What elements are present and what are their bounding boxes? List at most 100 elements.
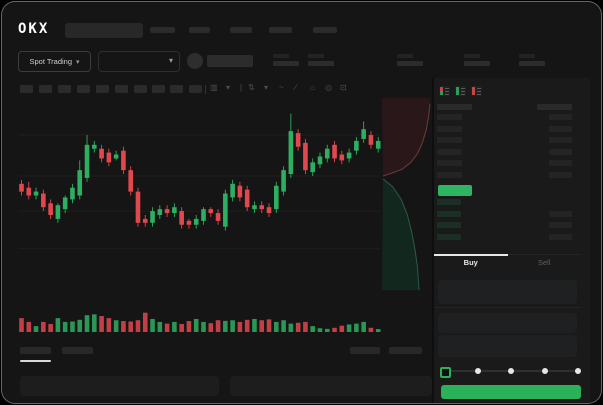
bid-row-price[interactable] [437, 222, 461, 229]
timeframe-button[interactable] [115, 85, 128, 93]
candle [70, 187, 75, 200]
book-combined-icon[interactable] [439, 86, 450, 96]
timeframe-button[interactable] [58, 85, 71, 93]
stat-value-placeholder [308, 61, 334, 66]
candle [368, 135, 374, 145]
candle [375, 140, 381, 149]
bid-row-price[interactable] [437, 210, 461, 217]
ask-row-price[interactable] [437, 114, 462, 120]
ask-row-amount [549, 137, 572, 144]
timeframe-button[interactable] [134, 85, 147, 93]
market-type-dropdown[interactable]: Spot Trading ▾ [18, 51, 91, 72]
volume-bar [19, 318, 24, 332]
volume-bar [346, 324, 352, 332]
volume-bar [259, 320, 265, 332]
draw-icon[interactable]: ∕ [295, 83, 297, 92]
nav-item-placeholder[interactable] [269, 27, 292, 33]
book-bids-only-icon[interactable] [455, 86, 466, 96]
search-input[interactable] [65, 23, 143, 38]
candle [179, 211, 184, 225]
volume-bar [55, 318, 61, 332]
slider-stop[interactable] [508, 368, 514, 374]
buy-submit-button[interactable] [441, 385, 581, 399]
camera-icon[interactable]: ⌂ [310, 83, 315, 92]
chart-tab-placeholder[interactable] [350, 347, 380, 354]
chevron-down-icon: ▾ [76, 58, 80, 66]
chevron-down-icon[interactable]: ▾ [226, 83, 231, 92]
orderbook-header-price [437, 104, 472, 110]
timeframe-button[interactable] [152, 85, 165, 93]
volume-bar [128, 321, 133, 332]
nav-item-placeholder[interactable] [150, 27, 175, 33]
volume-bar [77, 319, 83, 332]
chart-tab-placeholder[interactable] [20, 347, 51, 354]
settings-icon[interactable]: ◎ [325, 83, 332, 92]
bid-row-amount [549, 210, 572, 217]
candle [295, 133, 301, 147]
timeframe-button[interactable] [77, 85, 90, 93]
slider-stop[interactable] [575, 368, 581, 374]
ask-row-price[interactable] [437, 125, 462, 132]
price-input[interactable] [438, 280, 577, 304]
slider-stop[interactable] [474, 368, 481, 374]
candle [361, 129, 366, 139]
candle [266, 207, 272, 214]
volume-bar [303, 321, 308, 332]
book-asks-only-icon[interactable] [471, 86, 482, 96]
volume-bar [201, 321, 206, 332]
chevron-down-icon: ▾ [168, 56, 173, 65]
nav-item-placeholder[interactable] [230, 27, 252, 33]
volume-bar [237, 321, 243, 332]
stat-value-placeholder [273, 61, 299, 66]
market-type-label: Spot Trading [29, 57, 72, 66]
nav-item-placeholder[interactable] [313, 27, 337, 33]
stat-value-placeholder [397, 61, 423, 66]
timeframe-button[interactable] [39, 85, 52, 93]
candle [19, 183, 24, 192]
fullscreen-icon[interactable]: ⊡ [340, 83, 347, 92]
volume-bar [274, 321, 279, 332]
last-price-badge[interactable] [438, 185, 472, 196]
chart-tab-placeholder[interactable] [62, 347, 93, 354]
bid-row-price[interactable] [437, 234, 461, 241]
candle [230, 183, 235, 198]
volume-bar [92, 314, 97, 332]
chart-tab-placeholder[interactable] [389, 347, 422, 354]
timeframe-button[interactable] [170, 85, 183, 93]
candle [193, 218, 199, 225]
candlestick-chart[interactable] [16, 96, 432, 336]
ask-row-price[interactable] [437, 148, 462, 155]
ask-row-price[interactable] [437, 172, 462, 178]
timeframe-button[interactable] [96, 85, 109, 93]
candle [92, 144, 97, 149]
total-input[interactable] [438, 335, 577, 357]
candle [310, 162, 315, 173]
volume-bar [208, 323, 214, 332]
compare-icon[interactable]: ⇅ [248, 83, 255, 92]
amount-input[interactable] [438, 313, 577, 333]
volume-bar [193, 318, 199, 332]
ask-row-price[interactable] [437, 160, 462, 167]
tab-sell[interactable]: Sell [537, 258, 551, 267]
slider-stop[interactable] [541, 368, 548, 374]
volume-bar [121, 321, 126, 332]
timeframe-button[interactable] [20, 85, 33, 93]
slider-stop-active[interactable] [439, 366, 451, 378]
chevron-down-icon[interactable]: ▾ [264, 83, 269, 92]
order-side-tabs: Buy Sell [434, 254, 581, 273]
pair-selector-dropdown[interactable]: ▾ [98, 51, 180, 72]
candle-style-icon[interactable]: ▥ [210, 83, 218, 92]
indicators-icon[interactable]: ~ [279, 83, 284, 92]
stat-value-placeholder [519, 61, 545, 66]
stat-label-placeholder [308, 54, 324, 58]
nav-item-placeholder[interactable] [189, 27, 210, 33]
bid-row-price[interactable] [437, 199, 461, 205]
tab-buy[interactable]: Buy [434, 254, 508, 273]
timeframe-button[interactable] [189, 85, 202, 93]
active-tab-underline [20, 360, 51, 362]
volume-bar [106, 318, 112, 332]
volume-bar [164, 323, 170, 332]
volume-bar [332, 327, 337, 332]
ask-row-price[interactable] [437, 137, 462, 144]
